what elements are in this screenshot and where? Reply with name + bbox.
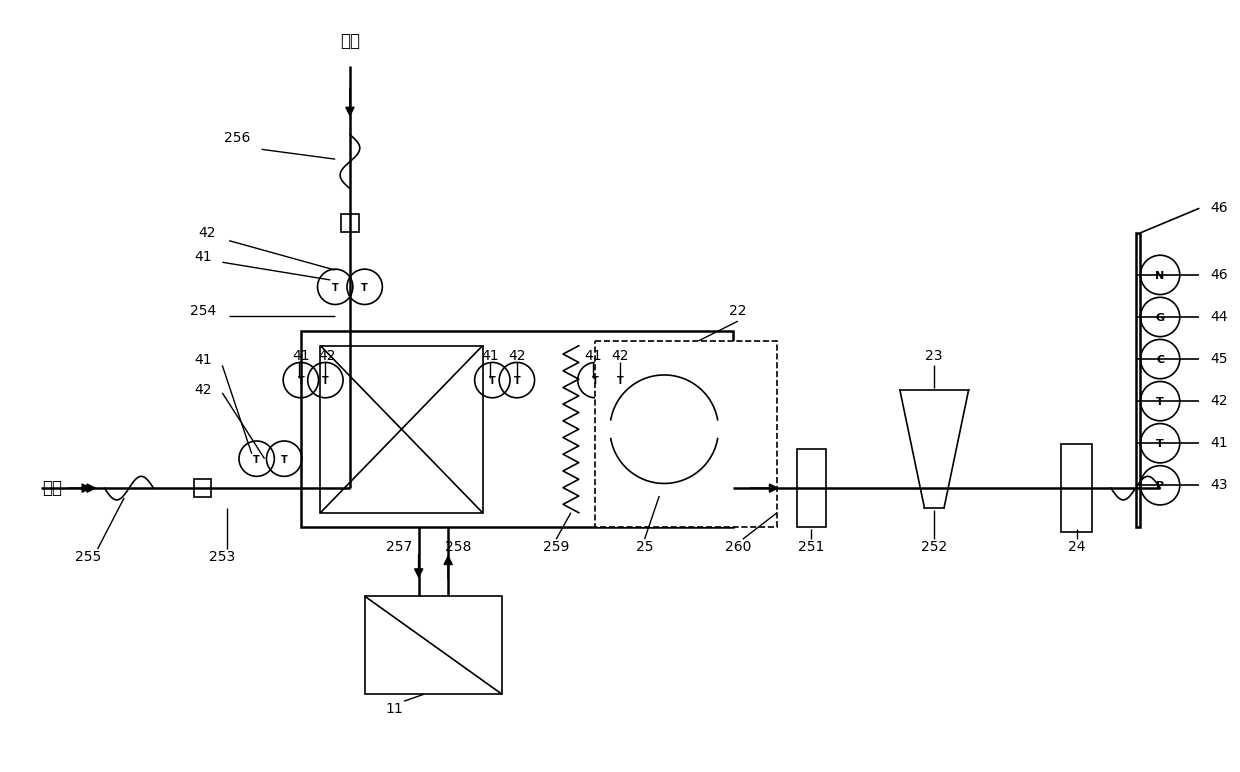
Text: 256: 256	[224, 130, 250, 144]
Text: 42: 42	[611, 348, 629, 363]
Text: G: G	[1156, 313, 1164, 323]
Text: 254: 254	[190, 304, 216, 318]
Bar	[797, 449, 826, 527]
Text: C: C	[1156, 355, 1164, 365]
Text: 41: 41	[585, 348, 603, 363]
Text: 41: 41	[193, 250, 212, 264]
Text: T: T	[591, 376, 599, 386]
Text: 45: 45	[1210, 352, 1228, 366]
Text: T: T	[298, 376, 304, 386]
Text: 42: 42	[198, 225, 216, 240]
Bar	[1061, 444, 1092, 533]
Text: 44: 44	[1210, 310, 1228, 324]
Text: T: T	[616, 376, 624, 386]
Text: T: T	[361, 283, 368, 293]
Text: T: T	[280, 455, 288, 465]
Bar	[301, 331, 733, 527]
Text: 252: 252	[921, 540, 947, 554]
Bar	[193, 479, 212, 497]
Text: 24: 24	[1068, 540, 1085, 554]
Text: P: P	[1156, 481, 1164, 491]
Text: 260: 260	[724, 540, 751, 554]
Text: T: T	[253, 455, 260, 465]
Text: 251: 251	[799, 540, 825, 554]
Text: 42: 42	[508, 348, 526, 363]
Text: 回风: 回风	[340, 32, 360, 50]
Text: 43: 43	[1210, 479, 1228, 493]
Text: 41: 41	[1210, 436, 1228, 450]
Text: 25: 25	[636, 540, 653, 554]
Text: T: T	[1156, 439, 1164, 449]
Text: 41: 41	[293, 348, 310, 363]
Text: 41: 41	[481, 348, 500, 363]
Text: 257: 257	[386, 540, 412, 554]
Text: T: T	[513, 376, 521, 386]
Text: 42: 42	[319, 348, 336, 363]
Text: 22: 22	[729, 304, 746, 318]
Text: N: N	[1156, 271, 1164, 281]
Text: 23: 23	[925, 348, 942, 363]
Text: 46: 46	[1210, 201, 1228, 215]
Text: T: T	[1156, 397, 1164, 407]
Text: 41: 41	[193, 354, 212, 367]
Bar	[341, 214, 358, 232]
Bar	[365, 596, 502, 694]
Text: 258: 258	[445, 540, 471, 554]
Text: 新风: 新风	[42, 479, 62, 497]
Text: 42: 42	[193, 383, 211, 397]
Text: T: T	[332, 283, 339, 293]
Text: 42: 42	[1210, 394, 1228, 408]
Text: 46: 46	[1210, 268, 1228, 282]
Text: 253: 253	[210, 550, 236, 564]
Bar	[595, 340, 777, 527]
Text: 11: 11	[386, 702, 403, 716]
Text: T: T	[322, 376, 329, 386]
Bar	[1136, 233, 1141, 527]
Text: 255: 255	[74, 550, 100, 564]
Text: 259: 259	[543, 540, 569, 554]
Bar	[320, 346, 482, 513]
Text: T: T	[489, 376, 496, 386]
